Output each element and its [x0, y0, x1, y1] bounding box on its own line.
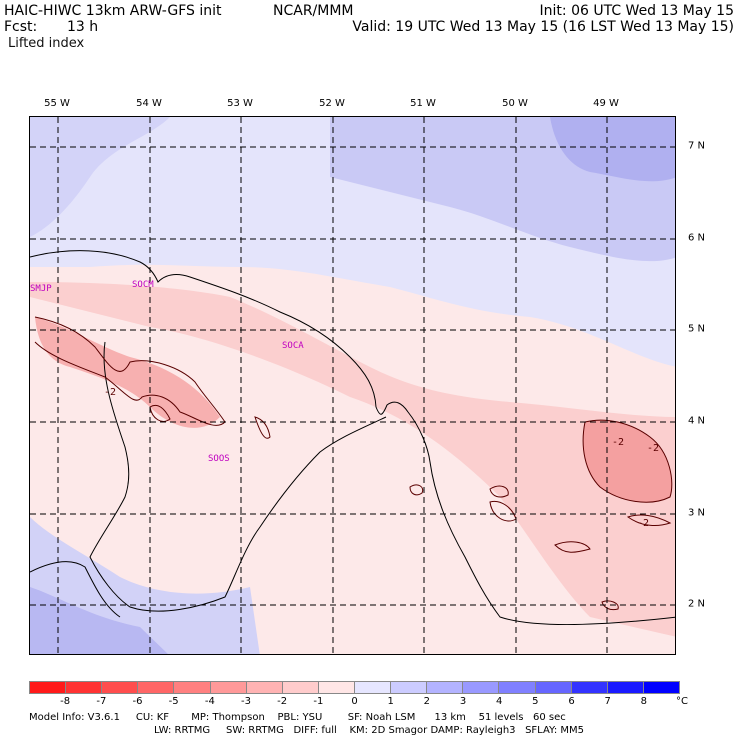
contour-minus-2: [149, 404, 171, 422]
colorbar-tick-label: 7: [604, 696, 611, 707]
colorbar-cell: [209, 681, 246, 694]
colorbar-cell: [353, 681, 391, 694]
lat-lon-grid: [30, 117, 675, 654]
lat-label: 7 N: [688, 140, 706, 152]
colorbar-tick-label: -8: [60, 696, 71, 707]
colorbar-cell: [65, 681, 102, 694]
stable-region-strong: [550, 117, 675, 182]
unstable-region-central: [35, 317, 220, 428]
colorbar-tick-label: 1: [387, 696, 394, 707]
model-info-line1: Model Info: V3.6.1 CU: KF MP: Thompson P…: [29, 712, 566, 723]
lon-label: 55 W: [44, 98, 70, 109]
map-canvas: [30, 117, 675, 654]
contour-minus-2: [601, 600, 619, 611]
lon-label: 54 W: [136, 98, 162, 109]
colorbar-tick-label: -7: [96, 696, 107, 707]
contour-minus-2: [489, 485, 509, 498]
station-label: SOCM: [132, 280, 154, 290]
lon-label: 52 W: [319, 98, 345, 109]
colorbar-cell: [317, 681, 354, 694]
lon-label: 53 W: [227, 98, 253, 109]
contour-minus-2: [582, 419, 673, 503]
colorbar-cell: [498, 681, 535, 694]
colorbar-cell: [390, 681, 427, 694]
forecast-label: Fcst:: [4, 19, 38, 35]
valid-time: Valid: 19 UTC Wed 13 May 15 (16 LST Wed …: [352, 19, 734, 35]
station-label: SOOS: [208, 454, 230, 464]
field-name: Lifted index: [8, 36, 85, 51]
colorbar-tick-label: 4: [495, 696, 503, 707]
colorbar-tick-label: 8: [640, 696, 648, 707]
lon-label: 49 W: [593, 98, 619, 109]
contour-minus-2: [254, 416, 271, 439]
lat-label: 6 N: [688, 232, 706, 244]
contour-label: -2: [612, 437, 625, 448]
contour-label: -2: [637, 518, 650, 529]
colorbar-cell: [101, 681, 138, 694]
colorbar-cell: [426, 681, 463, 694]
lat-label: 2 N: [688, 598, 706, 610]
center-label: NCAR/MMM: [273, 3, 354, 19]
lon-label: 50 W: [502, 98, 528, 109]
lat-label: 5 N: [688, 323, 706, 335]
colorbar-cell: [570, 681, 607, 694]
station-label: SOCA: [282, 341, 304, 351]
init-time: Init: 06 UTC Wed 13 May 15: [539, 3, 734, 19]
border-line: [89, 341, 387, 612]
stable-region-southwest-core: [30, 587, 168, 654]
model-info-line2: LW: RRTMG SW: RRTMG DIFF: full KM: 2D Sm…: [154, 725, 584, 736]
colorbar-tick-label: 6: [568, 696, 575, 707]
contour-minus-2: [409, 484, 424, 496]
colorbar-tick-label: -2: [277, 696, 288, 707]
contour-minus-2: [626, 514, 672, 526]
lat-label: 3 N: [688, 507, 706, 519]
colorbar-cell: [534, 681, 571, 694]
colorbar-tick-label: 2: [423, 696, 431, 707]
colorbar-tick-label: -3: [241, 696, 251, 707]
colorbar-tick-label: 5: [532, 696, 539, 707]
colorbar-cell: [173, 681, 210, 694]
colorbar-tick-label: -1: [313, 696, 324, 707]
colorbar-tick-label: -6: [132, 696, 143, 707]
coastline: [30, 250, 675, 625]
contour-label: -2: [104, 387, 117, 398]
colorbar-tick-label: -5: [168, 696, 179, 707]
colorbar-tick-label: 3: [459, 696, 467, 707]
forecast-hours: 13 h: [67, 19, 99, 35]
lifted-index-map: -2 -2 -2 -2 SMJP SOCM SOCA SOOS: [29, 116, 676, 655]
colorbar-cell: [29, 681, 66, 694]
colorbar-tick-label: 0: [351, 696, 358, 707]
station-label: SMJP: [30, 284, 52, 294]
border-line: [30, 561, 121, 618]
unstable-region-east: [583, 420, 672, 503]
lon-label: 51 W: [410, 98, 436, 109]
colorbar: [29, 681, 680, 694]
lat-label: 4 N: [688, 415, 706, 427]
model-title: HAIC-HIWC 13km ARW-GFS init: [4, 3, 222, 19]
colorbar-cell: [462, 681, 499, 694]
colorbar-cell: [281, 681, 318, 694]
colorbar-cell: [245, 681, 282, 694]
colorbar-unit: °C: [676, 696, 688, 707]
colorbar-tick-label: -4: [204, 696, 215, 707]
colorbar-cell: [606, 681, 643, 694]
contour-minus-2: [554, 541, 591, 553]
contour-label: -2: [647, 443, 660, 454]
colorbar-cell: [137, 681, 174, 694]
colorbar-cell: [642, 681, 680, 694]
